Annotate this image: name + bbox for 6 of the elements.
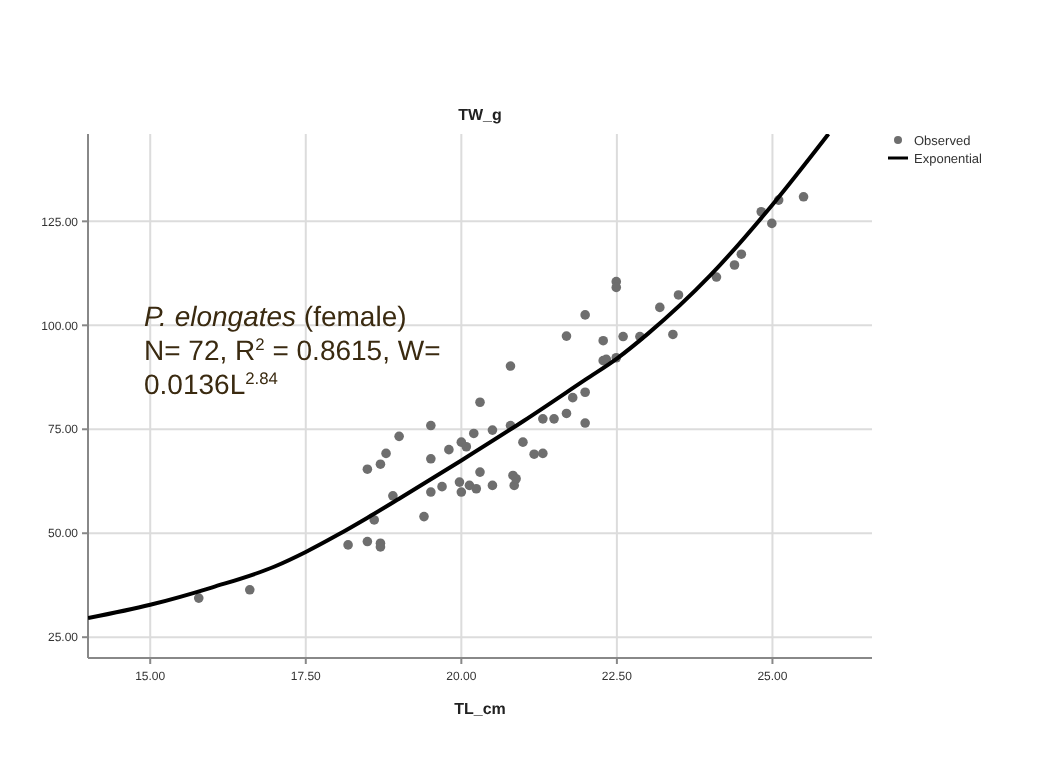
annotation: N= 72, R$^{2}$ = 0.8615, W= [144,334,441,366]
annotation: P. elongates (female) [144,300,407,332]
y-axis-title: TW_g [458,106,502,124]
annotation: 0.0136L$^{2.84}$ [144,368,279,400]
x-axis-title: TL_cm [454,700,506,718]
line-series [88,134,831,621]
